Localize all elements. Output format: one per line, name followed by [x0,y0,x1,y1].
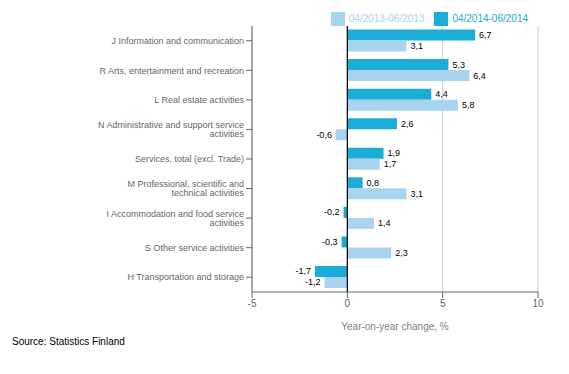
svg-text:J Information and communicatio: J Information and communication [111,36,244,46]
svg-text:5,8: 5,8 [462,100,475,110]
svg-text:5,3: 5,3 [452,60,465,70]
svg-text:Services, total (excl. Trade): Services, total (excl. Trade) [135,154,244,164]
html-text:Source: Statistics Finland: Source: Statistics Finland [12,336,125,347]
svg-text:-1,2: -1,2 [305,277,321,287]
svg-text:0: 0 [345,298,351,309]
svg-text:-0,3: -0,3 [322,237,338,247]
svg-text:-0,6: -0,6 [316,130,332,140]
svg-text:4,4: 4,4 [435,89,448,99]
svg-text:3,1: 3,1 [410,41,423,51]
svg-text:1,9: 1,9 [388,148,401,158]
html-text:04/2014-06/2014: 04/2014-06/2014 [452,12,528,24]
svg-text:-0,2: -0,2 [324,207,340,217]
svg-text:R Arts, entertainment and recr: R Arts, entertainment and recreation [99,66,244,76]
svg-text:N Administrative and support s: N Administrative and support serviceacti… [98,120,245,139]
svg-text:0,8: 0,8 [367,178,380,188]
svg-text:I Accommodation and food servi: I Accommodation and food serviceactiviti… [106,209,244,228]
svg-text:1,7: 1,7 [384,159,397,169]
svg-text:-1,7: -1,7 [295,266,311,276]
html-text:04/2013-06/2013: 04/2013-06/2013 [348,12,425,24]
svg-text:H Transportation and storage: H Transportation and storage [127,272,244,282]
svg-text:6,7: 6,7 [479,30,492,40]
svg-text:S Other service activities: S Other service activities [145,243,245,253]
svg-text:10: 10 [532,298,544,309]
svg-text:2,3: 2,3 [395,248,408,258]
svg-text:1,4: 1,4 [378,218,391,228]
svg-text:6,4: 6,4 [473,71,486,81]
svg-text:2,6: 2,6 [401,119,414,129]
svg-text:3,1: 3,1 [410,189,423,199]
svg-text:M Professional, scientific and: M Professional, scientific andtechnical … [127,179,244,198]
svg-text:5: 5 [440,298,446,309]
svg-text:-5: -5 [248,298,257,309]
svg-text:L Real estate activities: L Real estate activities [154,95,244,105]
svg-text:Year-on-year change, %: Year-on-year change, % [341,321,449,332]
